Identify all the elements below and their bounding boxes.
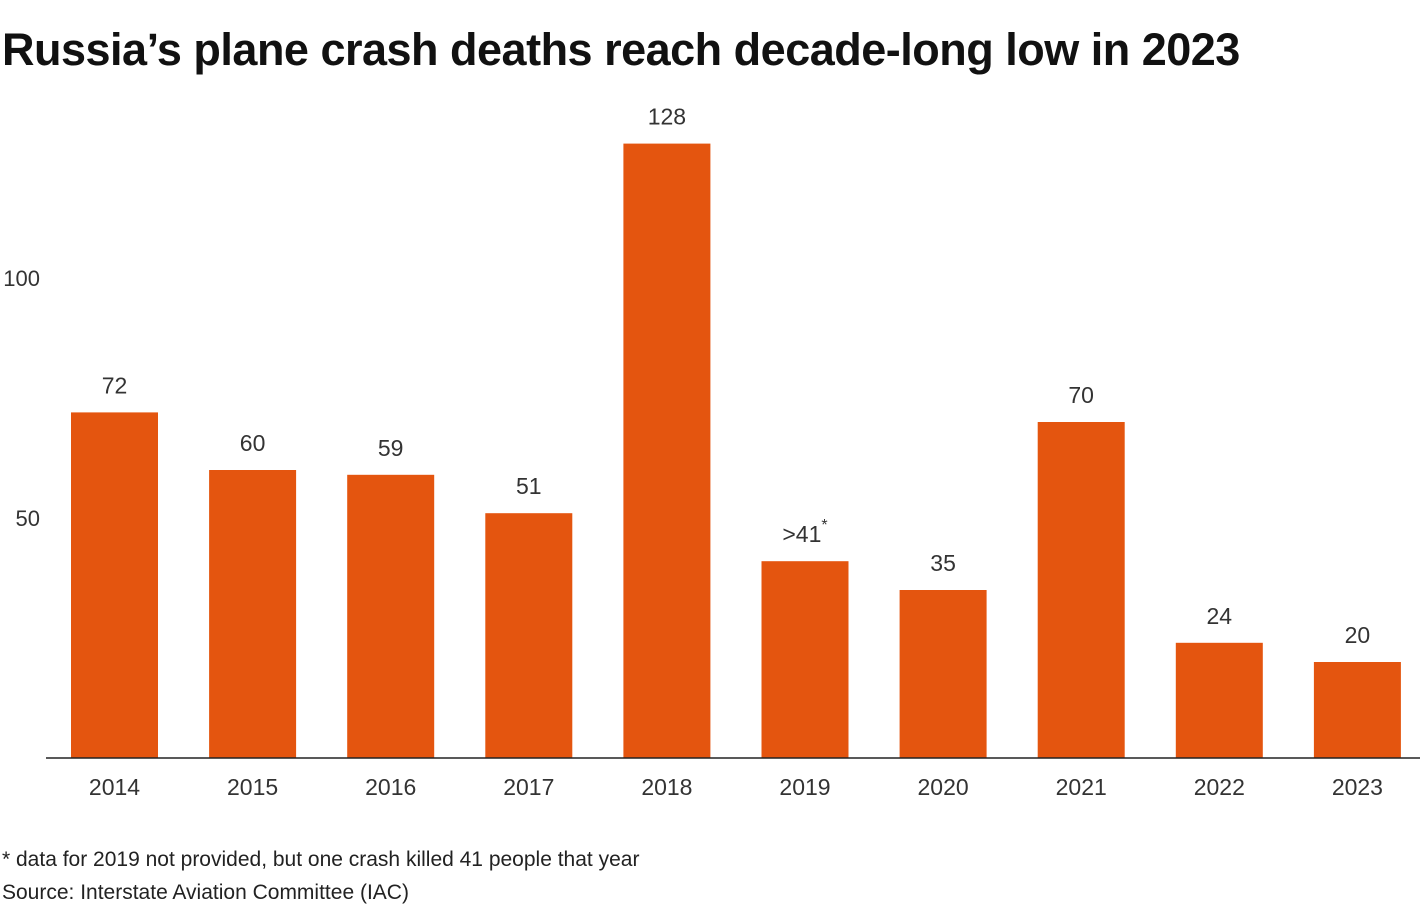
x-tick-label-2020: 2020 [918, 774, 969, 800]
data-label-2020: 35 [930, 550, 956, 576]
x-axis-labels: 2014 2015 2016 2017 2018 2019 2020 2021 2022 2023 [89, 774, 1383, 800]
x-tick-label-2015: 2015 [227, 774, 278, 800]
data-label-2018: 128 [648, 104, 686, 130]
data-label-2023: 20 [1345, 622, 1371, 648]
footnote-marker: * [821, 517, 827, 534]
data-label-2015: 60 [240, 430, 266, 456]
footnote: * data for 2019 not provided, but one cr… [2, 848, 640, 871]
bars [71, 143, 1401, 759]
x-tick-label-2017: 2017 [503, 774, 554, 800]
x-tick-label-2016: 2016 [365, 774, 416, 800]
x-tick-label-2014: 2014 [89, 774, 140, 800]
chart-title: Russia’s plane crash deaths reach decade… [2, 24, 1240, 75]
bar-2015 [209, 470, 297, 758]
data-label-2017: 51 [516, 473, 542, 499]
bar-2021 [1037, 422, 1125, 758]
bar-2020 [899, 590, 987, 758]
y-tick-label-100: 100 [3, 266, 40, 291]
data-label-2022: 24 [1207, 603, 1233, 629]
bar-2014 [71, 412, 158, 758]
bar-2018 [623, 143, 711, 759]
x-tick-label-2018: 2018 [641, 774, 692, 800]
data-labels: 72 60 59 51 128 >41* 35 70 24 20 [102, 104, 1370, 648]
bar-2023 [1313, 662, 1401, 758]
x-tick-label-2023: 2023 [1332, 774, 1383, 800]
bar-2017 [485, 513, 573, 758]
x-tick-label-2019: 2019 [779, 774, 830, 800]
bar-2022 [1175, 642, 1263, 758]
bar-2019 [761, 561, 849, 758]
source-note: Source: Interstate Aviation Committee (I… [2, 881, 409, 904]
y-tick-label-50: 50 [16, 506, 40, 531]
y-axis-ticks: 50 100 [3, 266, 40, 531]
data-label-2019: >41* [782, 517, 827, 547]
bar-2016 [347, 474, 435, 758]
data-label-2021: 70 [1068, 382, 1094, 408]
x-tick-label-2021: 2021 [1056, 774, 1107, 800]
data-label-2014: 72 [102, 372, 128, 398]
x-tick-label-2022: 2022 [1194, 774, 1245, 800]
data-label-2016: 59 [378, 435, 404, 461]
